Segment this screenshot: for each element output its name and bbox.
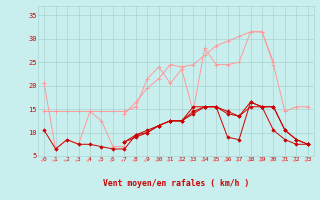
X-axis label: Vent moyen/en rafales ( km/h ): Vent moyen/en rafales ( km/h ) bbox=[103, 179, 249, 188]
